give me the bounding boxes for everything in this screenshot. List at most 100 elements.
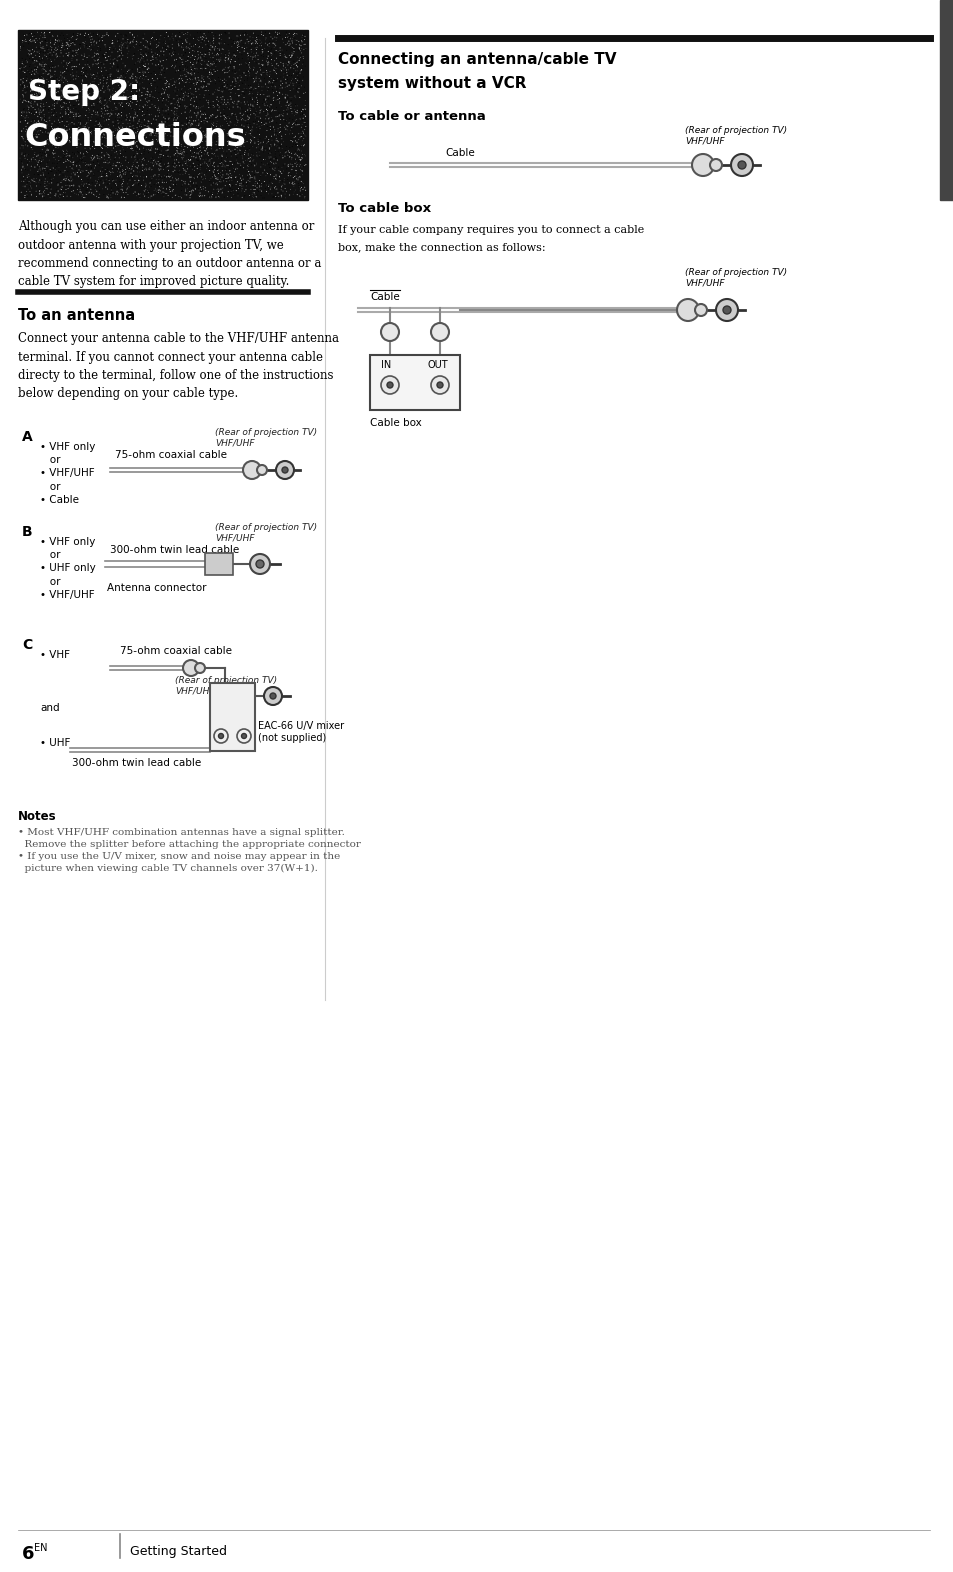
Point: [71, 182, 87, 208]
Point: [47, 99, 62, 124]
Point: [292, 46, 307, 71]
Point: [175, 156, 191, 181]
Circle shape: [722, 307, 730, 314]
Point: [34, 63, 50, 88]
Point: [236, 60, 252, 85]
Point: [54, 182, 70, 208]
Point: [91, 72, 106, 97]
Point: [83, 61, 98, 86]
Point: [64, 25, 79, 50]
Point: [275, 57, 291, 82]
Point: [238, 63, 253, 88]
Point: [35, 55, 51, 80]
Point: [284, 99, 299, 124]
Point: [47, 116, 62, 141]
Point: [147, 178, 162, 203]
Point: [284, 39, 299, 64]
Point: [252, 138, 267, 163]
Point: [75, 75, 91, 101]
Point: [108, 101, 123, 126]
Point: [112, 66, 127, 91]
Point: [193, 96, 208, 121]
Point: [80, 126, 95, 151]
Point: [39, 33, 54, 58]
Point: [36, 141, 51, 167]
Point: [121, 157, 136, 182]
Point: [17, 105, 32, 130]
Point: [143, 168, 158, 193]
Point: [197, 138, 213, 163]
Point: [211, 42, 226, 68]
Point: [65, 30, 80, 55]
Point: [82, 25, 97, 50]
Point: [232, 57, 247, 82]
Point: [89, 83, 104, 108]
Point: [30, 93, 46, 118]
Point: [123, 83, 138, 108]
Point: [180, 61, 195, 86]
Point: [192, 135, 207, 160]
Point: [36, 110, 51, 135]
Point: [173, 138, 189, 163]
Point: [133, 126, 149, 151]
Point: [41, 64, 56, 90]
Point: [53, 134, 69, 159]
Point: [241, 61, 256, 86]
Point: [75, 47, 91, 72]
Point: [15, 52, 30, 77]
Point: [295, 64, 311, 90]
Point: [289, 154, 304, 179]
Point: [79, 129, 94, 154]
Point: [132, 33, 148, 58]
Point: [91, 116, 106, 141]
Point: [90, 143, 105, 168]
Point: [72, 154, 88, 179]
Point: [73, 178, 89, 203]
Point: [112, 75, 127, 101]
Point: [277, 176, 293, 201]
Point: [35, 25, 51, 50]
Point: [194, 66, 210, 91]
Point: [204, 146, 219, 171]
Point: [197, 77, 213, 102]
Point: [285, 182, 300, 208]
Point: [272, 41, 287, 66]
Point: [233, 132, 248, 157]
Point: [37, 181, 52, 206]
Point: [196, 57, 212, 82]
Point: [283, 94, 298, 119]
Point: [29, 124, 44, 149]
Point: [125, 91, 140, 116]
Point: [159, 143, 174, 168]
Point: [27, 57, 42, 82]
Point: [231, 118, 246, 143]
Point: [289, 148, 304, 173]
Point: [62, 129, 77, 154]
Point: [269, 55, 284, 80]
Point: [149, 127, 164, 152]
Point: [207, 38, 222, 63]
Point: [101, 24, 116, 49]
Point: [85, 134, 100, 159]
Point: [149, 124, 164, 149]
Point: [244, 94, 259, 119]
Point: [162, 174, 177, 200]
Point: [75, 30, 91, 55]
Point: [253, 68, 268, 93]
Point: [135, 60, 151, 85]
Point: [76, 185, 91, 211]
Point: [247, 167, 262, 192]
Point: [48, 157, 63, 182]
Point: [274, 143, 290, 168]
Point: [228, 107, 243, 132]
Point: [283, 141, 298, 167]
Point: [46, 38, 61, 63]
Point: [160, 24, 175, 49]
Point: [71, 42, 86, 68]
Point: [63, 99, 78, 124]
Point: [91, 168, 106, 193]
Point: [243, 102, 258, 127]
Point: [66, 93, 81, 118]
Point: [87, 61, 102, 86]
Point: [133, 42, 149, 68]
